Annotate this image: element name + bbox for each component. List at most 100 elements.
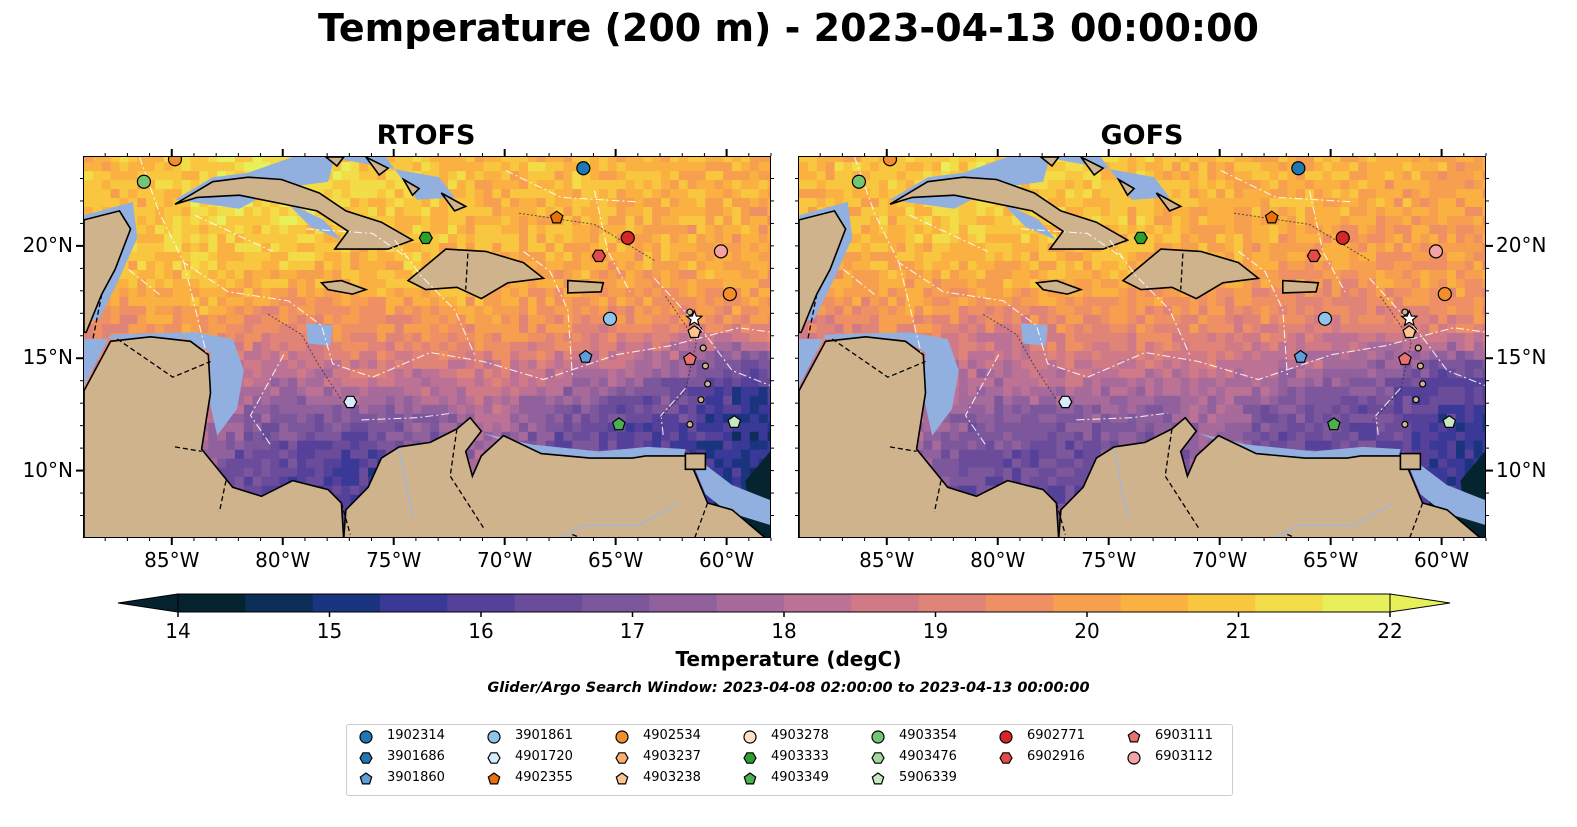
legend-label: 4902534	[643, 728, 701, 743]
legend-marker-circle-icon	[871, 730, 885, 744]
colorbar-tick-label: 14	[165, 619, 191, 643]
lat-tick-label: 10°N	[22, 457, 73, 482]
float-marker-3901860	[1293, 349, 1308, 363]
legend-label: 6902771	[1027, 728, 1085, 743]
colorbar-tick-label: 15	[316, 619, 343, 643]
eez-boundary	[653, 277, 770, 387]
land-mass	[799, 209, 847, 334]
country-border	[174, 446, 202, 453]
colorbar-segment	[245, 594, 314, 612]
country-border	[694, 502, 709, 537]
legend-label: 4902355	[515, 770, 573, 785]
shallow-shelf	[84, 332, 244, 436]
country-border	[831, 338, 926, 378]
float-marker-1902314	[576, 161, 591, 176]
star-marker	[685, 309, 704, 327]
float-marker-6902916	[1306, 249, 1322, 263]
legend-marker-pentagon-icon	[359, 772, 373, 785]
island	[1414, 344, 1422, 352]
isobath	[518, 212, 655, 261]
legend-marker-circle-icon	[1127, 751, 1141, 765]
country-border	[1164, 428, 1200, 529]
colorbar-segment	[1188, 594, 1256, 612]
float-marker-4901720	[1058, 395, 1073, 409]
lat-tick-label: 20°N	[22, 232, 73, 257]
colorbar-segment	[380, 594, 448, 612]
figure-title: Temperature (200 m) - 2023-04-13 00:00:0…	[317, 6, 1259, 50]
island	[365, 157, 390, 177]
legend-label: 1902314	[387, 728, 445, 743]
float-marker-4902355	[1264, 210, 1279, 224]
legend-label: 3901686	[387, 749, 445, 764]
river	[560, 502, 680, 537]
colorbar-extend-high	[1389, 593, 1451, 613]
land-mass	[343, 416, 766, 537]
island	[697, 396, 705, 404]
island	[686, 308, 694, 316]
island	[1416, 362, 1425, 370]
float-marker-4902534	[722, 286, 737, 302]
float-marker-4902534	[882, 157, 898, 167]
shallow-shelf	[1198, 433, 1401, 463]
lon-tick-label: 65°W	[588, 548, 644, 572]
country-border	[116, 338, 211, 378]
colorbar-segment	[716, 594, 785, 612]
eez-boundary	[909, 214, 988, 252]
float-marker-6902916	[591, 249, 607, 263]
eez-boundary	[843, 268, 878, 297]
eez-boundary	[505, 170, 639, 203]
colorbar-tick-label: 18	[771, 619, 797, 643]
country-border	[340, 502, 351, 535]
lon-tick-label: 65°W	[1303, 548, 1359, 572]
float-marker-4903349	[1326, 417, 1341, 431]
colorbar-tick-label: 19	[922, 619, 949, 643]
map-panel-gofs	[798, 156, 1486, 538]
map-panel-rtofs	[83, 156, 771, 538]
shallow-shelf	[687, 451, 770, 525]
legend-marker-circle-icon	[487, 730, 501, 744]
float-marker-5906339	[727, 414, 742, 428]
float-marker-4903238	[1402, 325, 1417, 339]
land-mass	[566, 279, 605, 294]
float-marker-3901861	[602, 311, 618, 326]
legend-label: 4903349	[771, 770, 829, 785]
colorbar-segment	[1255, 594, 1324, 612]
island	[704, 380, 712, 388]
colorbar-tick-label: 16	[468, 619, 494, 643]
land-mass	[1034, 279, 1084, 295]
lat-tick-label: 20°N	[1496, 232, 1547, 257]
colorbar-tick-label: 20	[1074, 619, 1100, 643]
legend-label: 4903333	[771, 749, 829, 764]
legend-label: 4903237	[643, 749, 701, 764]
star-marker	[1400, 309, 1419, 327]
eez-boundary	[1109, 239, 1191, 355]
island	[1116, 177, 1136, 197]
legend-label: 4903476	[899, 749, 957, 764]
island	[1419, 380, 1427, 388]
float-marker-3901861	[1317, 311, 1333, 326]
island	[1412, 396, 1420, 404]
land-mass	[684, 452, 707, 471]
colorbar	[117, 593, 1451, 613]
float-marker-5906339	[1442, 414, 1457, 428]
eez-boundary	[1375, 388, 1401, 436]
legend-label: 3901861	[515, 728, 573, 743]
colorbar-segment	[851, 594, 920, 612]
colorbar-segment	[178, 594, 246, 612]
legend-label: 4903354	[899, 728, 957, 743]
eez-boundary	[361, 412, 453, 421]
eez-boundary	[1220, 170, 1354, 203]
colorbar-segment	[514, 594, 583, 612]
panel-title-rtofs: RTOFS	[376, 120, 476, 151]
island	[324, 157, 345, 168]
country-border	[449, 428, 485, 529]
temperature-map-gofs	[799, 157, 1485, 537]
eez-boundary	[1076, 412, 1168, 421]
float-marker-1902314	[1291, 161, 1306, 176]
country-border	[933, 480, 942, 513]
colorbar-extend-low	[117, 593, 179, 613]
island	[440, 192, 468, 212]
eez-boundary	[1308, 190, 1346, 293]
country-border	[572, 533, 581, 537]
float-marker-6903112	[713, 244, 729, 259]
